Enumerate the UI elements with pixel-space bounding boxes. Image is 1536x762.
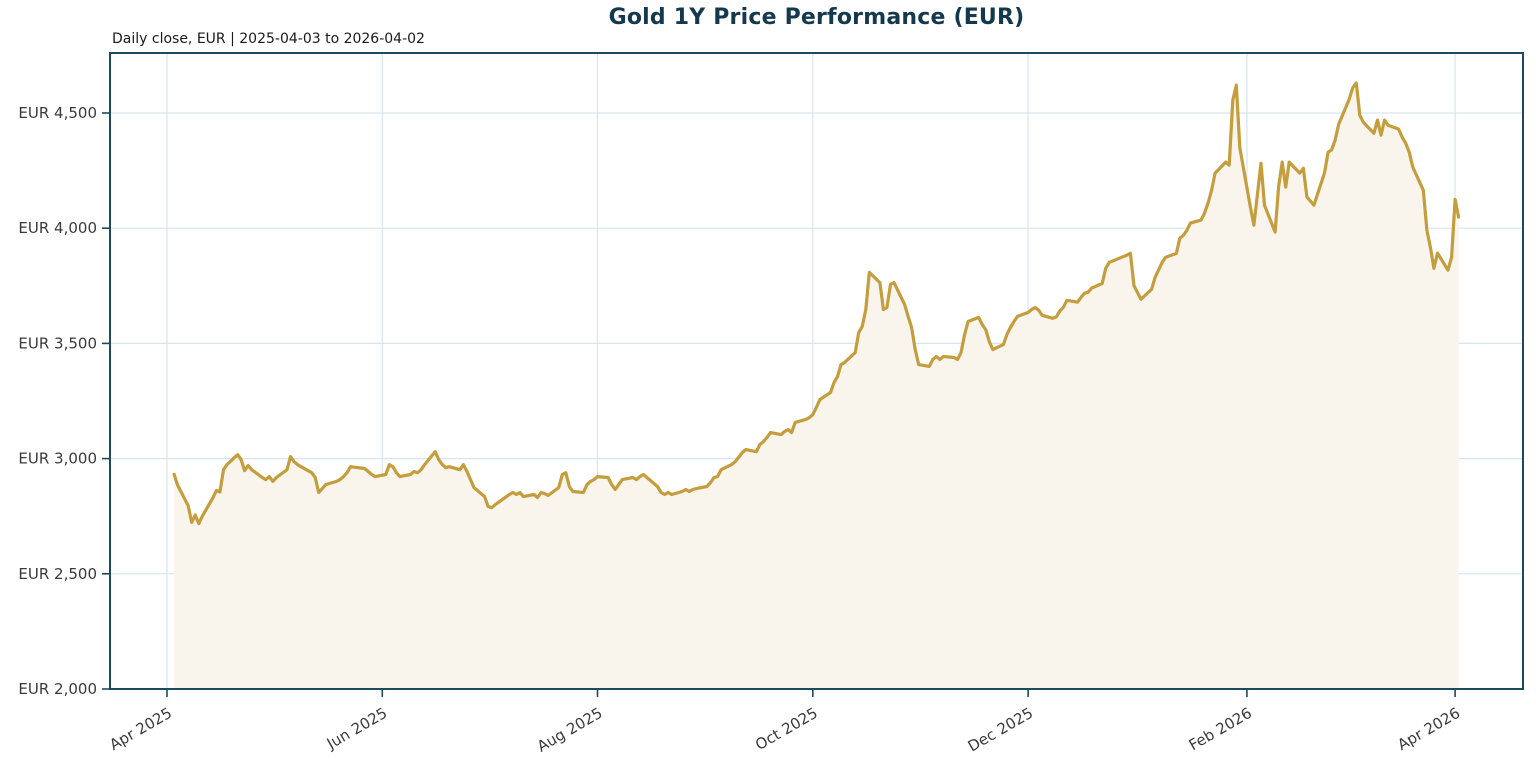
y-tick-label: EUR 4,500 [18,104,97,122]
x-tick-label: Jun 2025 [323,704,390,753]
plot-frame [109,52,1524,690]
y-tick-labels: EUR 2,000 EUR 2,500 EUR 3,000 EUR 3,500 EUR … [18,104,97,698]
x-tick-labels: Apr 2025 Jun 2025 Aug 2025 Oct 2025 Dec 2025… [106,704,1463,756]
tick-marks [102,112,1456,697]
y-tick-label: EUR 3,000 [18,450,97,468]
y-tick-label: EUR 2,500 [18,565,97,583]
x-tick-label: Feb 2026 [1186,704,1255,754]
chart-subtitle: Daily close, EUR | 2025-04-03 to 2026-04… [112,31,425,47]
x-tick-label: Aug 2025 [534,704,606,756]
y-tick-label: EUR 2,000 [18,680,97,698]
y-tick-label: EUR 4,000 [18,219,97,237]
chart-title: Gold 1Y Price Performance (EUR) [608,5,1025,30]
price-area [174,83,1459,689]
y-tick-label: EUR 3,500 [18,334,97,352]
price-line [172,81,1461,526]
x-tick-label: Oct 2025 [752,704,821,754]
x-tick-label: Dec 2025 [965,704,1036,756]
x-tick-label: Apr 2026 [1394,704,1463,754]
x-tick-label: Apr 2025 [106,704,175,754]
